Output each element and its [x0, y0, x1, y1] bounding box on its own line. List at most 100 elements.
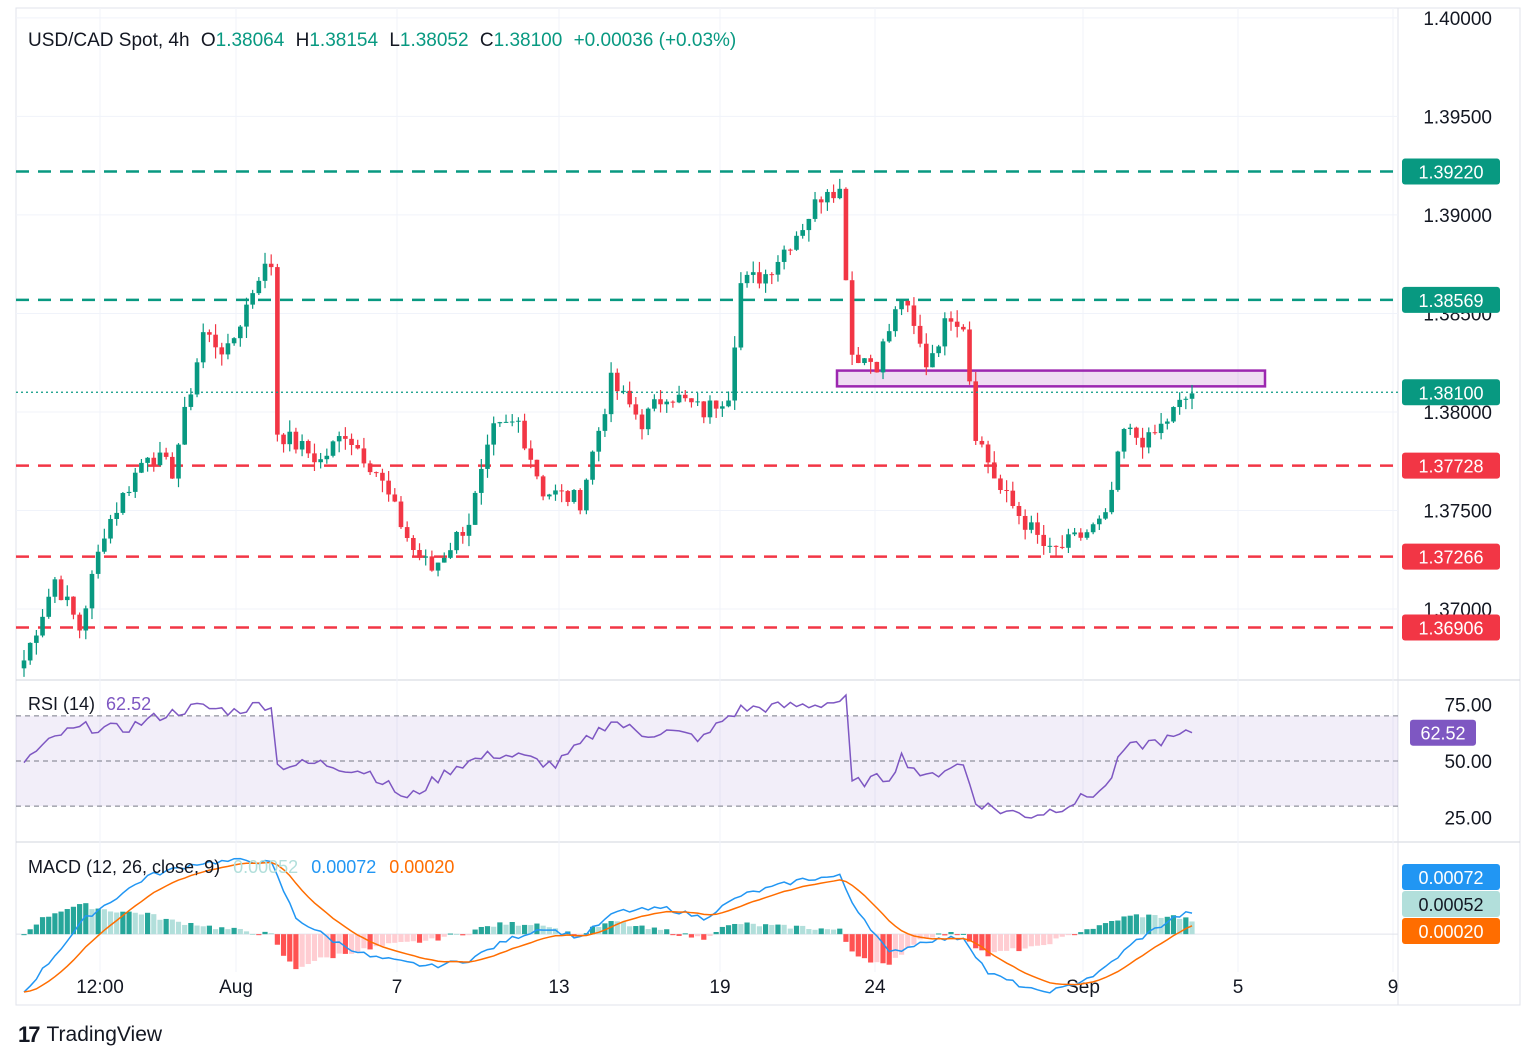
macd-histogram-bar [855, 934, 861, 957]
macd-histogram-bar [960, 933, 966, 935]
candle-body [528, 448, 534, 460]
macd-histogram-bar [589, 926, 596, 935]
macd-histogram-bar [392, 934, 398, 943]
candle-body [911, 305, 917, 326]
tradingview-brand[interactable]: 17 TradingView [18, 1022, 162, 1048]
candle-body [991, 462, 997, 479]
candle-body [831, 191, 836, 199]
candle-body [330, 441, 336, 456]
candle-body [979, 440, 985, 445]
macd-histogram-bar [688, 934, 695, 938]
support-level-label: 1.36906 [1418, 619, 1483, 639]
candle-body [800, 230, 805, 236]
candle-body [89, 573, 95, 609]
candle-body [132, 472, 138, 492]
candle-body [139, 462, 144, 473]
candle-body [1010, 490, 1016, 507]
macd-histogram-bar [311, 934, 318, 961]
macd-histogram-bar [1090, 928, 1096, 935]
candle-body [849, 280, 855, 355]
macd-histogram-bar [627, 926, 633, 935]
chart-frame [15, 7, 1521, 1006]
candle-body [77, 614, 82, 631]
macd-histogram-bar [497, 922, 503, 935]
candle-body [1059, 546, 1065, 548]
x-tick-label: 7 [392, 977, 403, 998]
macd-histogram-bar [435, 934, 441, 941]
rsi-band [16, 715, 1398, 807]
macd-histogram-bar [423, 934, 429, 941]
rsi-badge-label: 62.52 [1420, 724, 1465, 744]
macd-histogram-bar [114, 912, 120, 935]
candle-body [812, 199, 818, 219]
macd-badge-label: 0.00052 [1418, 895, 1483, 915]
candle-body [509, 421, 515, 423]
candle-body [571, 490, 577, 502]
rsi-legend: RSI (14) 62.52 [28, 694, 151, 715]
candle-body [460, 531, 466, 536]
candle-body [608, 372, 614, 415]
candle-body [775, 261, 781, 275]
low-value: 1.38052 [399, 30, 469, 51]
resistance-level-badge [1402, 286, 1500, 313]
macd-histogram-bar [324, 934, 330, 958]
x-tick-label: Aug [219, 977, 253, 998]
macd-histogram-bar [188, 922, 194, 935]
candle-body [95, 551, 101, 574]
macd-histogram-bar [633, 926, 639, 935]
rsi-value: 62.52 [106, 694, 152, 714]
macd-histogram-bar [843, 934, 849, 942]
macd-histogram-bar [194, 925, 200, 935]
macd-histogram-bar [330, 934, 336, 959]
macd-histogram-bar [237, 928, 243, 935]
macd-histogram-bar [676, 934, 682, 936]
candle-body [238, 326, 243, 339]
candle-body [806, 218, 812, 231]
candle-body [485, 444, 490, 469]
macd-histogram-bar [577, 934, 583, 936]
macd-histogram-bar [824, 929, 830, 935]
candle-body [781, 249, 787, 262]
candle-body [973, 381, 979, 441]
candle-body [713, 400, 719, 409]
candle-body [1097, 518, 1102, 525]
candle-body [1072, 532, 1077, 535]
rsi-tick-label: 50.00 [1444, 752, 1492, 773]
candle-body [176, 444, 181, 479]
candle-body [256, 280, 262, 294]
macd-histogram-bar [274, 934, 280, 945]
macd-histogram-bar [1133, 914, 1139, 935]
candle-body [676, 394, 682, 403]
candle-body [689, 398, 694, 403]
support-level-badge [1402, 614, 1500, 641]
macd-histogram-bar [1164, 916, 1170, 935]
candle-body [102, 538, 107, 552]
macd-histogram-bar [342, 934, 348, 954]
macd-histogram-bar [781, 924, 787, 935]
macd-histogram-bar [991, 934, 997, 953]
candle-body [1004, 490, 1009, 492]
macd-histogram-bar [849, 934, 855, 952]
macd-histogram-bar [886, 934, 892, 965]
macd-histogram-bar [206, 925, 212, 935]
candle-body [652, 399, 657, 409]
macd-histogram-bar [1078, 932, 1084, 935]
candle-body [479, 468, 484, 493]
macd-histogram-bar [416, 934, 423, 943]
resistance-level-label: 1.38569 [1418, 291, 1483, 311]
macd-histogram-bar [132, 912, 138, 935]
candle-body [862, 358, 867, 364]
macd-histogram-bar [1084, 929, 1090, 935]
candle-body [355, 445, 361, 449]
x-tick-label: 24 [864, 977, 886, 998]
resistance-level-label: 1.39220 [1418, 163, 1483, 183]
candle-body [1127, 427, 1133, 430]
macd-histogram-bar [262, 931, 268, 935]
macd-histogram-bar [713, 931, 719, 935]
macd-histogram-bar [874, 934, 880, 963]
support-level-label: 1.37728 [1418, 457, 1483, 477]
candle-body [40, 616, 45, 636]
macd-histogram-bar [287, 934, 293, 962]
candle-body [194, 362, 200, 395]
